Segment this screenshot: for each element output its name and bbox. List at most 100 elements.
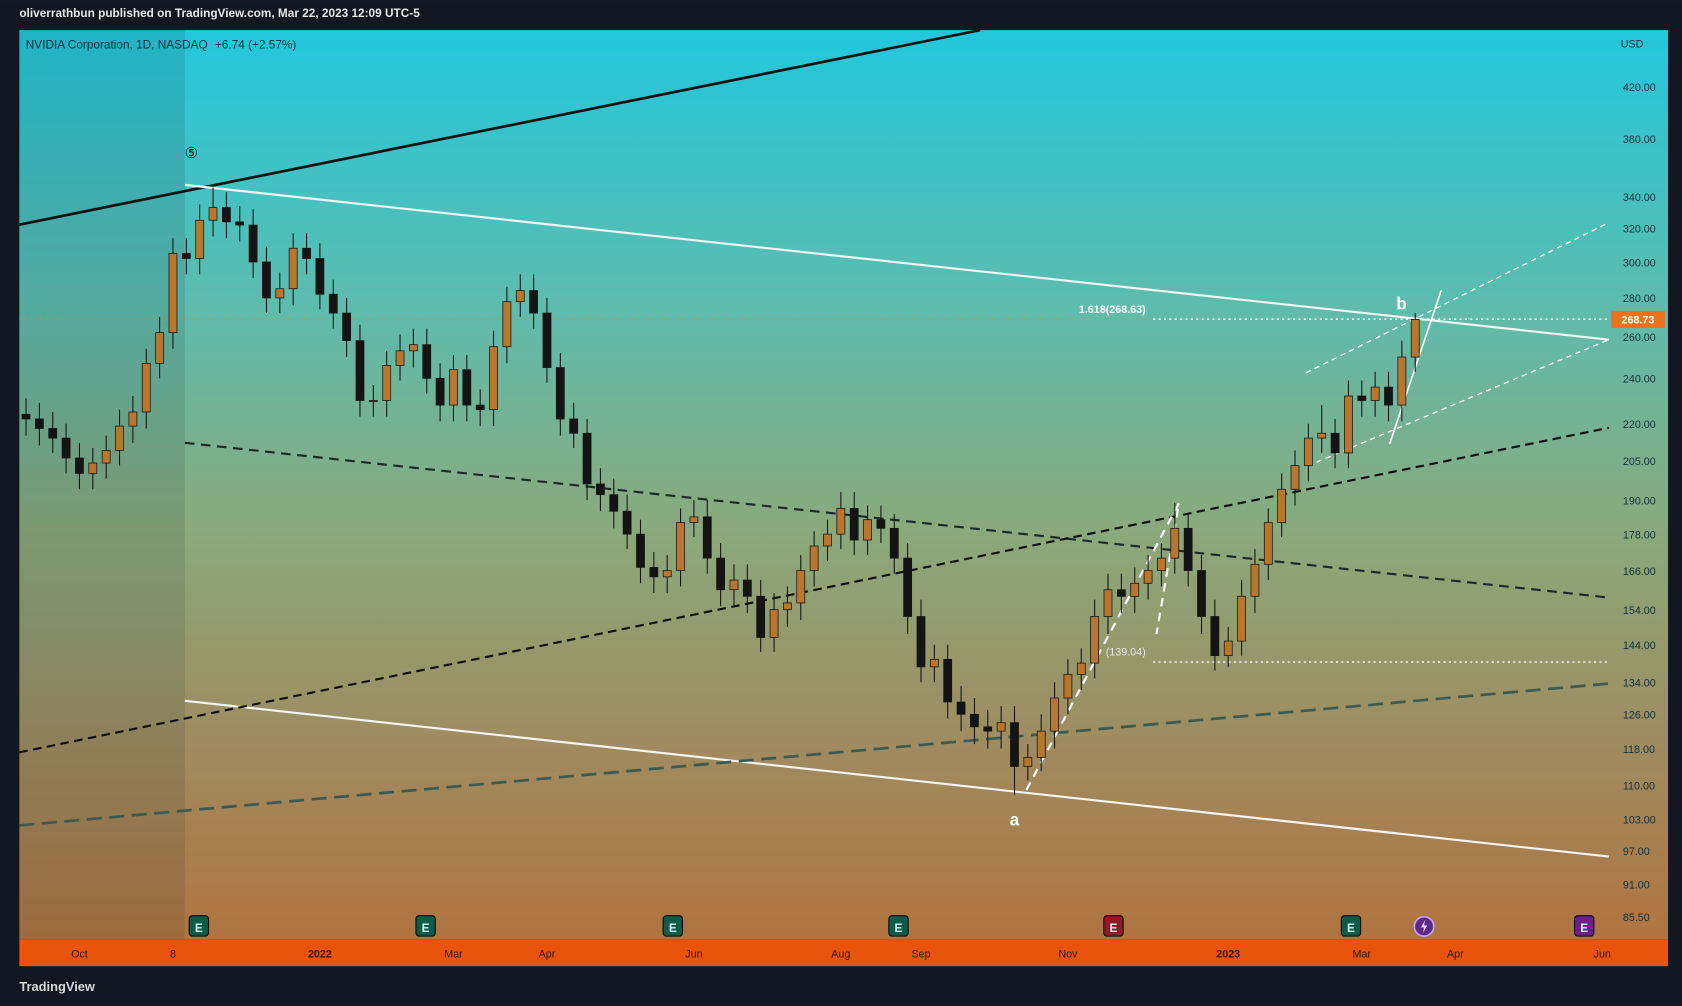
plot-background: [19, 30, 1669, 940]
candle-body: [836, 508, 846, 535]
y-tick-label: 260.00: [1623, 332, 1656, 344]
candle-body: [422, 344, 432, 379]
candle-body: [582, 432, 592, 485]
channel-small-upper: [1305, 221, 1610, 374]
candle-body: [1063, 674, 1073, 699]
last-price-label: 268.73: [1622, 315, 1655, 327]
footer-brand: TradingView: [19, 979, 96, 994]
candle-body: [596, 483, 605, 496]
candle-body: [783, 602, 792, 611]
y-tick-label: 380.00: [1623, 134, 1656, 146]
candle-body: [1223, 640, 1233, 657]
candle-body: [956, 701, 966, 715]
candle-body: [1263, 522, 1273, 565]
y-tick-label: 126.00: [1623, 710, 1656, 722]
wave-label: ⑤: [185, 145, 198, 162]
wave-label: b: [1396, 294, 1407, 314]
candle-body: [756, 595, 766, 638]
symbol-legend: NVIDIA Corporation, 1D, NASDAQ: [26, 37, 208, 51]
trend-line: [19, 28, 981, 226]
candle-body: [676, 522, 685, 571]
candle-body: [929, 658, 939, 668]
candle-body: [702, 516, 712, 559]
event-badge: [1573, 915, 1595, 937]
event-badge: [1103, 915, 1124, 937]
y-tick-label: 110.00: [1623, 780, 1655, 792]
candle-body: [1130, 582, 1140, 597]
candle-body: [916, 616, 926, 668]
candle-body: [155, 332, 164, 364]
candle-body: [88, 462, 98, 474]
candle-body: [275, 288, 285, 299]
candle-body: [208, 207, 218, 221]
candle-body: [716, 557, 726, 591]
candle-body: [1370, 386, 1380, 401]
candle-body: [1210, 616, 1220, 657]
candle-body: [1397, 356, 1407, 406]
candle-body: [1197, 570, 1206, 617]
candle-body: [1303, 437, 1313, 466]
channel-mid: [184, 441, 1610, 599]
x-tick-label: Sep: [911, 949, 930, 961]
x-tick-label: Mar: [444, 949, 463, 961]
y-tick-label: 178.00: [1623, 529, 1656, 541]
candle-body: [1116, 589, 1126, 597]
candle-body: [101, 450, 111, 464]
candle-body: [462, 369, 472, 406]
event-label: E: [422, 921, 430, 935]
y-tick-label: 85.50: [1623, 912, 1650, 924]
event-badge: [188, 915, 210, 937]
candle-body: [328, 293, 338, 314]
y-tick-label: 134.00: [1623, 677, 1656, 689]
wave-label: a: [1010, 809, 1020, 829]
drawings: [19, 28, 1610, 858]
channel-small-lower: [1316, 339, 1610, 463]
candle-body: [622, 510, 632, 535]
plot: 420.00 380.00 340.00 320.00 300.00 280.00 260.…: [21, 82, 1665, 961]
x-tick-label: 8: [170, 949, 176, 961]
candle-body: [222, 207, 231, 223]
x-tick-label: Nov: [1058, 949, 1078, 961]
event-badge: [415, 915, 436, 937]
y-tick-label: 280.00: [1623, 293, 1656, 305]
footer-logo: TradingView: [19, 979, 96, 994]
candle-body: [262, 261, 271, 299]
y-tick-label: 166.00: [1623, 566, 1656, 578]
candle-body: [475, 404, 485, 411]
candle-body: [368, 400, 378, 402]
candle-body: [555, 367, 565, 420]
candle-body: [943, 658, 953, 703]
candle-body: [1344, 395, 1353, 454]
candle-body: [21, 413, 31, 420]
candle-body: [342, 312, 351, 341]
candle-body: [395, 350, 405, 366]
candle-body: [649, 567, 659, 578]
y-tick-label: 97.00: [1623, 846, 1650, 858]
candle-body: [48, 428, 58, 439]
y-tick-label: 340.00: [1623, 192, 1656, 204]
candle-body: [355, 340, 365, 401]
event-label: E: [895, 921, 903, 935]
candle-body: [569, 418, 579, 434]
candle-body: [288, 247, 298, 290]
candle-body: [903, 557, 913, 617]
candle-body: [1290, 465, 1300, 490]
candle-body: [195, 219, 205, 259]
candle-body: [1317, 432, 1327, 439]
candle-body: [689, 516, 699, 523]
candle-body: [609, 494, 619, 512]
event-label: E: [1580, 921, 1588, 935]
candle-body: [1250, 563, 1260, 597]
y-tick-label: 240.00: [1623, 374, 1656, 386]
candle-body: [742, 579, 752, 597]
candle-body: [542, 312, 552, 368]
candle-body: [1023, 757, 1033, 767]
event-icon-bolt: [1420, 920, 1428, 933]
x-tick-label: Apr: [539, 949, 556, 961]
candle-body: [315, 258, 325, 295]
candle-body: [75, 457, 84, 474]
event-label: E: [195, 921, 203, 935]
candle-body: [181, 252, 191, 259]
